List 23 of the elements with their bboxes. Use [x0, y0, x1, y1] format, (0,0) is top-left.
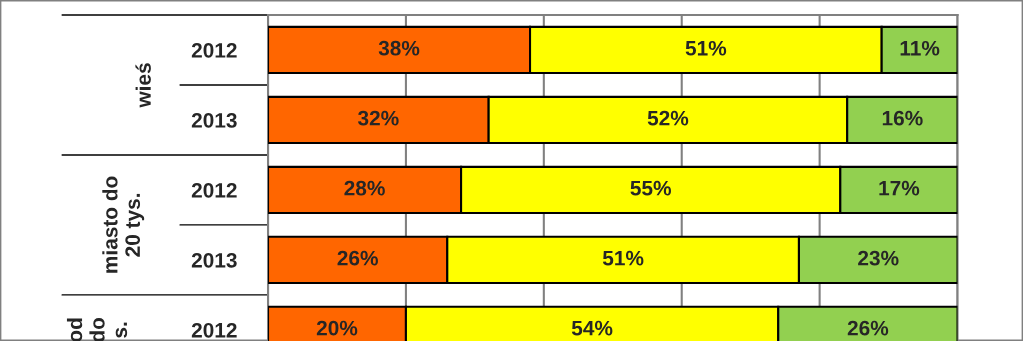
y-tick-label: 2013	[191, 252, 237, 268]
y-tick-label: 2013	[191, 112, 237, 128]
data-label: 32%	[357, 110, 399, 126]
data-label: 20%	[316, 320, 358, 336]
data-label: 26%	[847, 320, 889, 336]
data-label: 17%	[879, 180, 920, 196]
text: miasto do 20 tys.	[102, 176, 145, 273]
y-tick-label: 2012	[191, 322, 237, 338]
y-tick-label: 2012	[191, 42, 237, 58]
text: od do s.	[66, 317, 128, 341]
data-label: 38%	[378, 40, 420, 56]
data-label: 51%	[602, 250, 644, 266]
data-label: 52%	[647, 110, 689, 126]
y-tick-label: 2012	[191, 182, 237, 198]
data-label: 55%	[630, 180, 671, 196]
data-label: 26%	[337, 250, 378, 266]
data-label: 28%	[344, 180, 385, 196]
data-label: 11%	[900, 40, 940, 56]
data-label: 16%	[882, 110, 923, 126]
data-label: 54%	[571, 320, 613, 336]
data-label: 23%	[858, 250, 899, 266]
text: wieś	[135, 63, 151, 108]
data-label: 51%	[685, 40, 727, 56]
